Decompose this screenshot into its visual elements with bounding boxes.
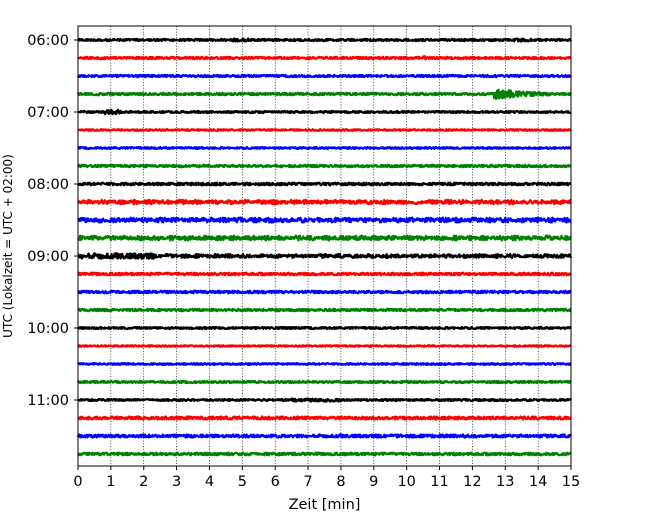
trace-0615 <box>77 55 572 61</box>
trace-1115 <box>77 415 572 421</box>
x-tick-label: 5 <box>238 474 247 490</box>
trace-1130 <box>76 433 573 439</box>
x-tick-label: 15 <box>562 474 580 490</box>
trace-0600 <box>77 37 572 43</box>
trace-0915 <box>77 271 572 277</box>
trace-1100 <box>77 397 573 403</box>
grid-lines <box>110 26 539 466</box>
x-tick-label: 3 <box>172 474 181 490</box>
x-tick-label: 11 <box>430 474 448 490</box>
y-tick-label: 09:00 <box>27 249 69 265</box>
x-tick-label: 14 <box>529 474 547 490</box>
trace-0630 <box>76 73 572 79</box>
trace-0715 <box>77 128 573 132</box>
x-tick-label: 7 <box>303 474 312 490</box>
x-axis-label: Zeit [min] <box>289 497 361 513</box>
trace-1030 <box>77 362 572 366</box>
trace-1015 <box>77 344 572 348</box>
y-tick-label: 08:00 <box>27 177 69 193</box>
trace-0900 <box>77 252 573 260</box>
trace-0945 <box>77 307 572 313</box>
x-tick-label: 8 <box>336 474 345 490</box>
y-tick-label: 06:00 <box>27 33 69 49</box>
x-tick-label: 0 <box>73 474 82 490</box>
trace-0700 <box>77 108 572 116</box>
trace-0645 <box>76 88 572 101</box>
y-tick-label: 10:00 <box>27 321 69 337</box>
y-axis-ticks: 06:00 07:00 08:00 09:00 10:00 11:00 <box>27 33 78 409</box>
y-axis-label: UTC (Lokalzeit = UTC + 02:00) <box>1 154 15 338</box>
seismic-traces <box>76 37 573 457</box>
trace-0745 <box>77 163 572 169</box>
x-axis-ticks: 0 1 2 3 4 5 6 7 8 9 10 11 12 13 14 15 <box>73 466 580 490</box>
x-tick-label: 1 <box>106 474 115 490</box>
x-tick-label: 10 <box>397 474 415 490</box>
trace-0930 <box>77 289 572 295</box>
y-tick-label: 07:00 <box>27 105 69 121</box>
x-tick-label: 13 <box>496 474 514 490</box>
trace-0730 <box>77 146 572 150</box>
x-tick-label: 12 <box>463 474 481 490</box>
x-tick-label: 2 <box>139 474 148 490</box>
trace-1145 <box>77 451 572 457</box>
trace-0830 <box>77 216 572 224</box>
x-tick-label: 6 <box>271 474 280 490</box>
trace-1045 <box>76 379 572 385</box>
trace-0800 <box>76 181 572 187</box>
trace-0815 <box>77 198 572 206</box>
y-tick-label: 11:00 <box>27 393 69 409</box>
x-tick-label: 4 <box>205 474 214 490</box>
x-tick-label: 9 <box>369 474 378 490</box>
plot-frame <box>77 25 572 467</box>
trace-1000 <box>76 325 572 331</box>
trace-0845 <box>76 234 572 242</box>
plot-background <box>78 26 571 466</box>
